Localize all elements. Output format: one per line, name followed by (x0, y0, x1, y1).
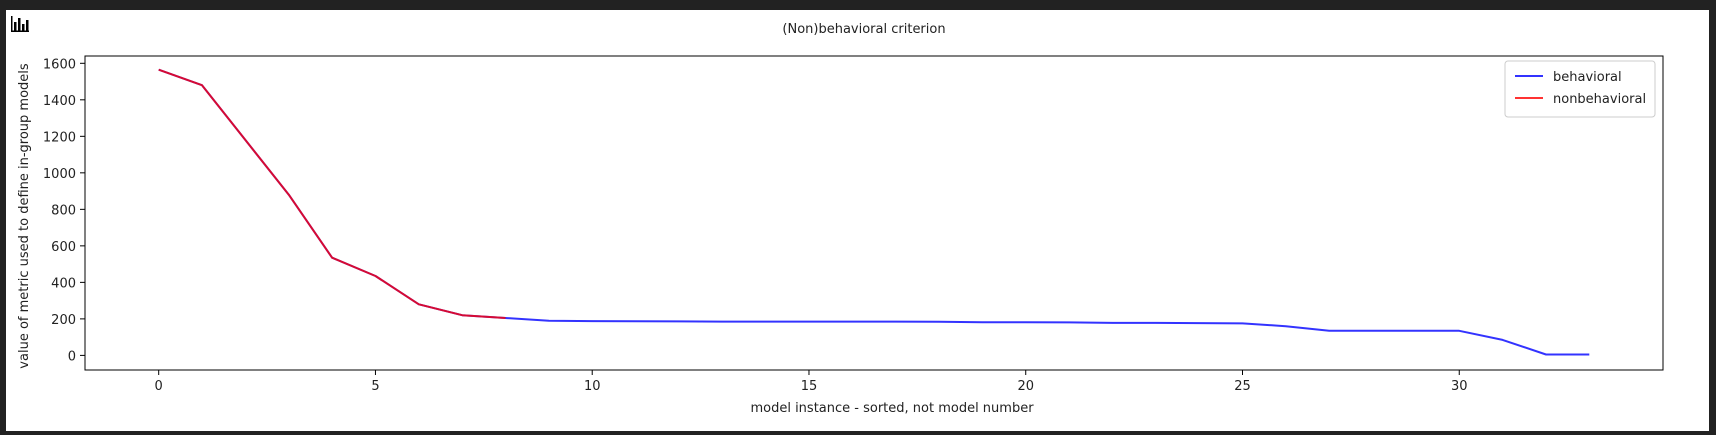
legend-label-behavioral: behavioral (1553, 70, 1622, 85)
plot-frame (6, 10, 1709, 431)
x-tick-label: 0 (155, 379, 163, 394)
y-tick-label: 200 (51, 313, 76, 328)
chart-title: (Non)behavioral criterion (782, 22, 945, 37)
bar-chart-icon (11, 16, 29, 32)
series-line-behavioral (158, 68, 1590, 356)
plot-area (84, 55, 1664, 371)
x-tick-label: 5 (371, 379, 379, 394)
y-tick-label: 1200 (43, 130, 76, 145)
y-tick-label: 600 (51, 240, 76, 255)
series-line-nonbehavioral (158, 68, 506, 319)
x-tick-label: 15 (801, 379, 818, 394)
x-axis-label: model instance - sorted, not model numbe… (750, 401, 1034, 416)
y-tick-label: 1400 (43, 94, 76, 109)
x-tick-label: 25 (1234, 379, 1251, 394)
x-tick-label: 30 (1451, 379, 1468, 394)
y-tick-label: 1600 (43, 57, 76, 72)
x-tick-label: 10 (584, 379, 601, 394)
legend-label-nonbehavioral: nonbehavioral (1553, 92, 1646, 107)
y-tick-label: 1000 (43, 167, 76, 182)
y-tick-label: 0 (68, 349, 76, 364)
y-tick-label: 400 (51, 276, 76, 291)
x-tick-label: 20 (1017, 379, 1034, 394)
y-axis-label: value of metric used to define in-group … (17, 63, 32, 369)
y-tick-label: 800 (51, 203, 76, 218)
